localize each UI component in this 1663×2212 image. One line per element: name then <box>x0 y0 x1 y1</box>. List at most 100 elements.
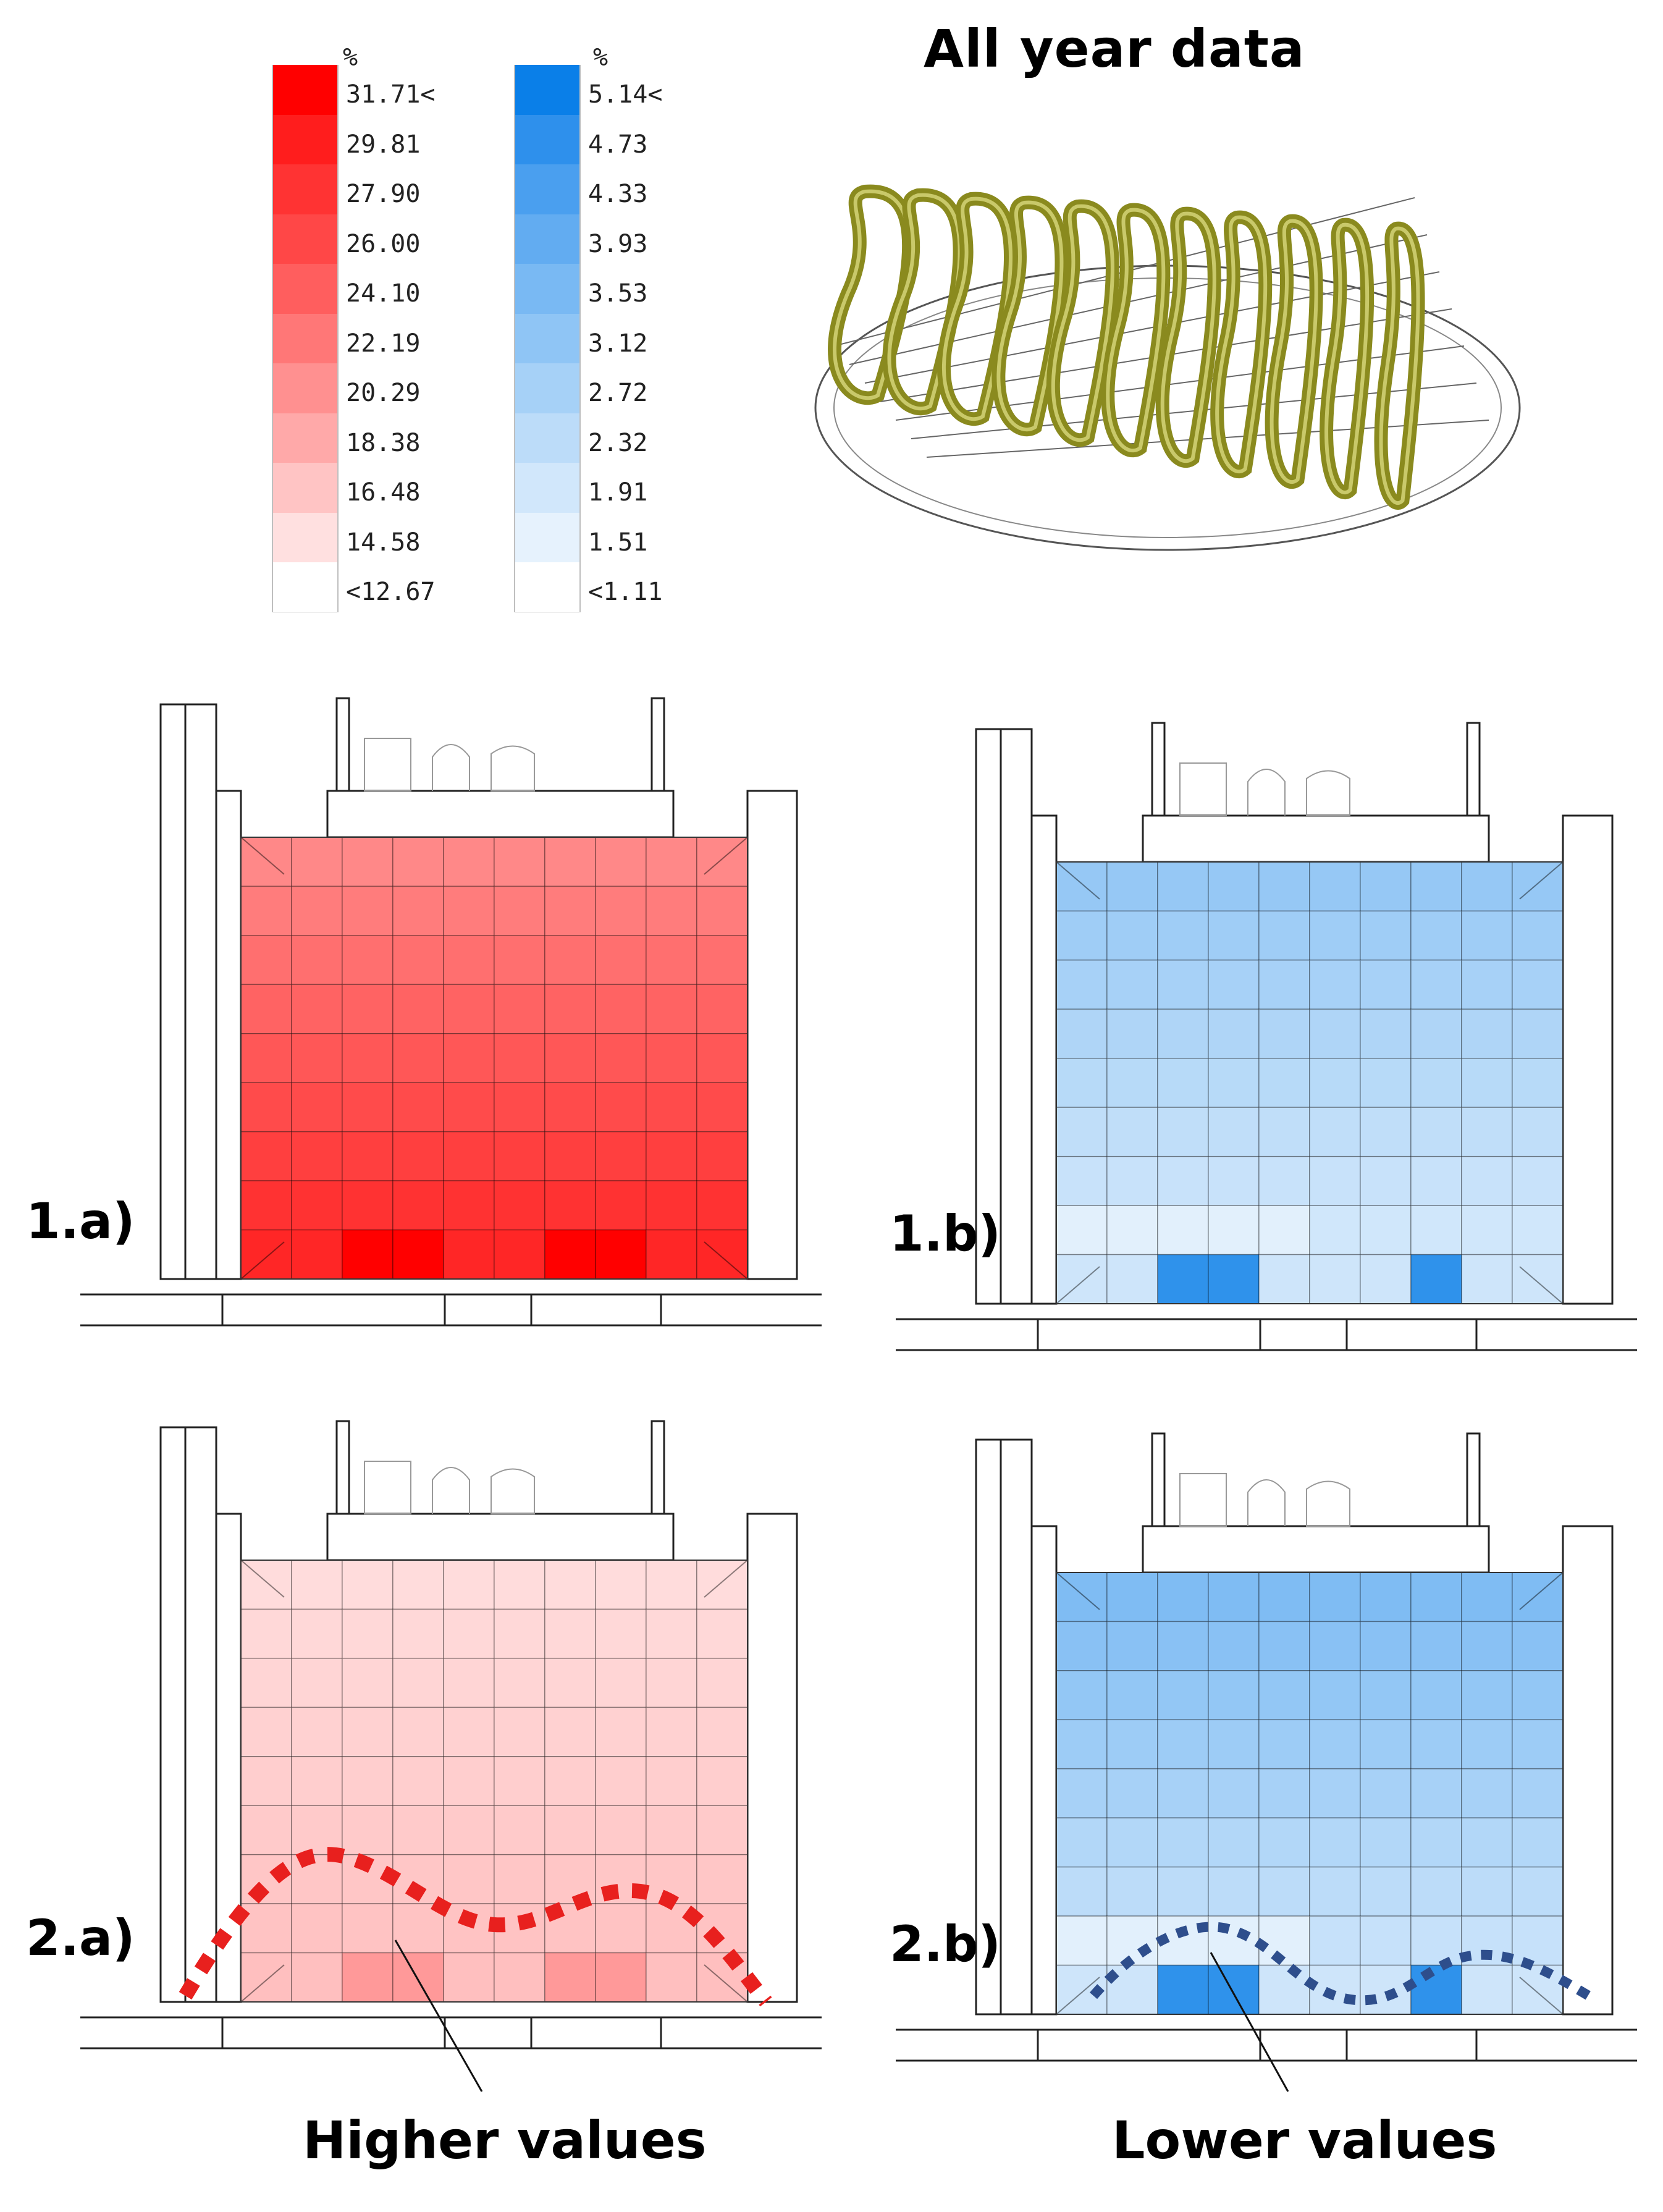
heatmap-cell <box>494 1180 545 1231</box>
heatmap-cell <box>1106 1915 1158 1966</box>
heatmap-cell <box>240 1756 292 1806</box>
wall-right-column <box>1562 1525 1614 2016</box>
heatmap-cell <box>1056 1107 1108 1157</box>
heatmap-cell <box>240 1082 292 1133</box>
heatmap-cell <box>494 1033 545 1083</box>
heatmap-cell <box>1410 1008 1462 1059</box>
ceiling-beam <box>326 790 675 838</box>
bevel-line <box>704 1964 748 2003</box>
heatmap-cell <box>595 885 647 936</box>
heatmap-cell <box>696 1560 748 1610</box>
heatmap-cell <box>1309 861 1361 912</box>
sunpath-analemma-highlight <box>1051 204 1114 442</box>
heatmap-cell <box>342 1082 394 1133</box>
wall-left-inner <box>1000 1438 1033 2016</box>
bevel-line <box>240 1560 285 1598</box>
panel-label-1a: 1.a) <box>26 1193 135 1250</box>
heatmap-cell <box>1157 1670 1209 1721</box>
heatmap-cell <box>494 1560 545 1610</box>
lower-values-curve <box>1089 1922 1597 2006</box>
heatmap-border <box>240 837 748 1280</box>
legend-red-tick-label: 27.90 <box>346 180 421 208</box>
upper-wall-left <box>1151 722 1166 817</box>
heatmap-cell <box>1258 1768 1310 1818</box>
heatmap-cell <box>696 1033 748 1083</box>
heatmap-cell <box>1360 861 1412 912</box>
heatmap-cell <box>240 1560 292 1610</box>
legend-blue-swatch <box>515 164 579 215</box>
heatmap-cell <box>1208 1817 1260 1868</box>
heatmap-cell <box>392 1952 444 2003</box>
heatmap-cell <box>544 1082 596 1133</box>
heatmap-cell <box>494 1229 545 1280</box>
heatmap-cell <box>646 935 697 986</box>
heatmap-cell <box>443 1608 495 1659</box>
legend-red-tick-label: 18.38 <box>346 428 421 457</box>
heatmap-cell <box>1157 910 1209 961</box>
heatmap-cell <box>1056 1058 1108 1108</box>
upper-wall-left <box>1151 1432 1166 1527</box>
heatmap-cell <box>1512 960 1564 1010</box>
heatmap-cell <box>1258 960 1310 1010</box>
heatmap-cell <box>1410 1817 1462 1868</box>
heatmap-cell <box>1106 960 1158 1010</box>
heatmap-cell <box>494 1756 545 1806</box>
heatmap-cell <box>1157 1254 1209 1304</box>
heatmap-cell <box>342 1903 394 1954</box>
heatmap-cell <box>342 1033 394 1083</box>
heatmap-cell <box>544 1608 596 1659</box>
heatmap-border <box>1056 1572 1564 2015</box>
heatmap-cell <box>494 1952 545 2003</box>
lower-values-label: Lower values <box>1112 2110 1497 2171</box>
heatmap-cell <box>240 1903 292 1954</box>
heatmap-border <box>240 1560 748 2003</box>
heatmap-cell <box>1461 1964 1513 2015</box>
heatmap-cell <box>443 837 495 887</box>
heatmap-cell <box>544 935 596 986</box>
legend-blue-tick-label: 2.32 <box>588 428 648 457</box>
ceiling-beam <box>1142 814 1490 863</box>
heatmap-cell <box>1056 1254 1108 1304</box>
heatmap-cell <box>1309 1964 1361 2015</box>
heatmap-cell <box>443 1756 495 1806</box>
heatmap-cell <box>1360 1817 1412 1868</box>
upper-wall-right <box>1466 722 1481 817</box>
heatmap-cell <box>1410 1964 1462 2015</box>
heatmap-cell <box>240 1180 292 1231</box>
heatmap-cell <box>1056 1915 1108 1966</box>
bevel-line <box>704 1241 748 1280</box>
heatmap-cell <box>1461 910 1513 961</box>
heatmap-cell <box>1208 1768 1260 1818</box>
legend-blue-tick-label: 3.53 <box>588 279 648 308</box>
legend-blue-swatch <box>515 463 579 513</box>
heatmap-cell <box>1410 1670 1462 1721</box>
panel-1a <box>80 697 822 1327</box>
legend-blue-swatch <box>515 562 579 613</box>
heatmap-cell <box>392 1082 444 1133</box>
heatmap-cell <box>1360 1008 1412 1059</box>
heatmap-cell <box>1410 1866 1462 1917</box>
heatmap-cell <box>1461 1107 1513 1157</box>
furniture-arch <box>432 1467 470 1514</box>
heatmap-cell <box>1157 861 1209 912</box>
heatmap-cell <box>1512 1155 1564 1206</box>
heatmap-cell <box>1208 1670 1260 1721</box>
sunpath-analemma-highlight <box>942 196 1013 421</box>
heatmap-cell <box>291 885 343 936</box>
heatmap-cell <box>646 1033 697 1083</box>
heatmap-cell <box>494 1854 545 1904</box>
sunpath-analemma-highlight <box>996 200 1064 432</box>
heatmap-cell <box>1258 1719 1310 1770</box>
heatmap-cell <box>595 1608 647 1659</box>
bevel-line <box>240 837 285 875</box>
heatmap-cell <box>1410 1254 1462 1304</box>
furniture-arch <box>432 744 470 791</box>
legend-red-unit: % <box>343 43 358 72</box>
legend-blue-tick-label: 3.12 <box>588 329 648 358</box>
heatmap-cell <box>1512 1205 1564 1256</box>
heatmap-cell <box>494 1707 545 1757</box>
heatmap-cell <box>1106 1866 1158 1917</box>
heatmap-cell <box>646 984 697 1034</box>
heatmap-cell <box>291 837 343 887</box>
heatmap-cell <box>1208 1205 1260 1256</box>
